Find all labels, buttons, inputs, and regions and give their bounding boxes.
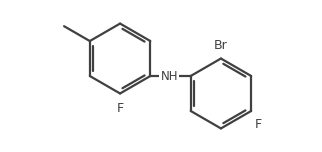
Text: F: F <box>254 118 261 131</box>
Text: NH: NH <box>160 70 178 83</box>
Text: F: F <box>117 102 124 115</box>
Text: Br: Br <box>214 39 228 52</box>
